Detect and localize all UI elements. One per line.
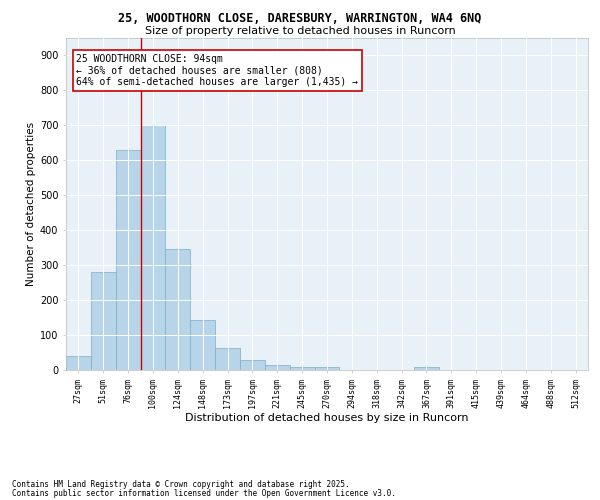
Bar xyxy=(414,366,439,370)
Bar xyxy=(66,356,91,370)
Text: Contains public sector information licensed under the Open Government Licence v3: Contains public sector information licen… xyxy=(12,488,396,498)
Bar xyxy=(116,150,140,370)
Bar xyxy=(215,348,240,370)
Text: 25 WOODTHORN CLOSE: 94sqm
← 36% of detached houses are smaller (808)
64% of semi: 25 WOODTHORN CLOSE: 94sqm ← 36% of detac… xyxy=(76,54,358,88)
Bar xyxy=(166,249,190,370)
Bar xyxy=(240,360,265,370)
Bar xyxy=(91,272,116,370)
Text: Contains HM Land Registry data © Crown copyright and database right 2025.: Contains HM Land Registry data © Crown c… xyxy=(12,480,350,489)
Text: Size of property relative to detached houses in Runcorn: Size of property relative to detached ho… xyxy=(145,26,455,36)
Bar xyxy=(140,125,166,370)
Bar xyxy=(265,366,290,370)
Bar xyxy=(190,320,215,370)
Bar xyxy=(314,366,340,370)
Y-axis label: Number of detached properties: Number of detached properties xyxy=(26,122,35,286)
Text: 25, WOODTHORN CLOSE, DARESBURY, WARRINGTON, WA4 6NQ: 25, WOODTHORN CLOSE, DARESBURY, WARRINGT… xyxy=(118,12,482,26)
X-axis label: Distribution of detached houses by size in Runcorn: Distribution of detached houses by size … xyxy=(185,413,469,423)
Bar xyxy=(290,366,314,370)
